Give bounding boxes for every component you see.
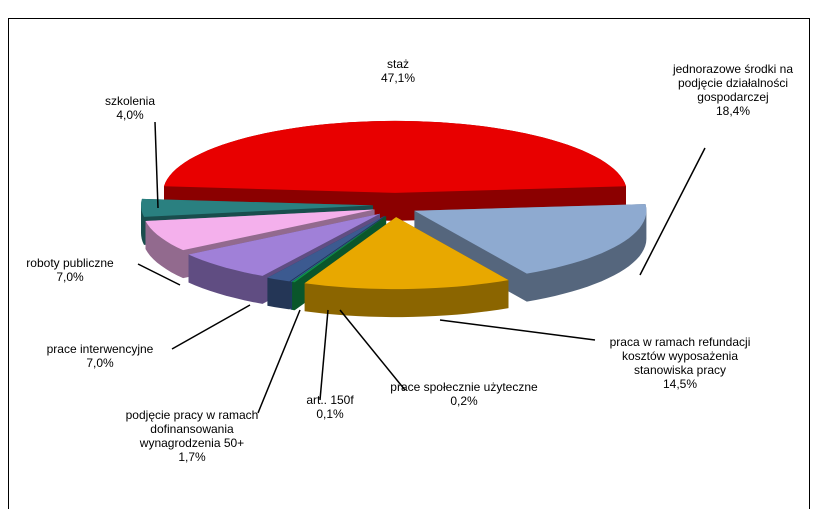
- category-label: jednorazowe środki na podjęcie działalno…: [672, 62, 794, 104]
- data-label: roboty publiczne 7,0%: [5, 256, 135, 284]
- data-label: jednorazowe środki na podjęcie działalno…: [658, 62, 808, 118]
- value-label: 7,0%: [56, 270, 84, 284]
- category-label: prace interwencyjne: [46, 342, 154, 356]
- category-label: prace społecznie użyteczne: [390, 380, 538, 394]
- category-label: art.. 150f: [306, 393, 354, 407]
- value-label: 7,0%: [86, 356, 114, 370]
- pie-slice: [164, 120, 626, 221]
- leader-line: [339, 309, 406, 391]
- leader-line: [171, 304, 251, 350]
- pie-slice: [414, 204, 647, 302]
- data-label: staż 47,1%: [358, 57, 438, 85]
- category-label: szkolenia: [104, 94, 156, 108]
- value-label: 47,1%: [380, 71, 416, 85]
- value-label: 14,5%: [662, 377, 698, 391]
- data-label: prace interwencyjne 7,0%: [15, 342, 185, 370]
- leader-line: [319, 309, 329, 401]
- slice-top: [290, 216, 386, 282]
- slice-top: [414, 204, 647, 274]
- slice-top: [164, 120, 626, 193]
- category-label: praca w ramach refundacji kosztów wyposa…: [609, 335, 751, 377]
- data-label: podjęcie pracy w ramach dofinansowania w…: [122, 408, 262, 464]
- category-label: roboty publiczne: [26, 256, 114, 270]
- slice-top: [267, 215, 385, 282]
- value-label: 4,0%: [116, 108, 144, 122]
- category-label: staż: [386, 57, 409, 71]
- data-label: szkolenia 4,0%: [85, 94, 175, 122]
- data-label: praca w ramach refundacji kosztów wyposa…: [595, 335, 765, 391]
- leader-line: [439, 319, 596, 341]
- slice-top: [141, 198, 373, 217]
- leader-line: [257, 309, 301, 414]
- value-label: 0,2%: [450, 394, 478, 408]
- pie-slice: [304, 217, 509, 318]
- frame: [8, 18, 810, 509]
- slice-top: [188, 213, 380, 276]
- data-label: art.. 150f 0,1%: [300, 393, 360, 421]
- leader-line: [154, 121, 159, 209]
- data-label: prace społecznie użyteczne 0,2%: [389, 380, 539, 408]
- category-label: podjęcie pracy w ramach dofinansowania w…: [125, 408, 259, 450]
- leader-line: [137, 263, 181, 286]
- value-label: 1,7%: [178, 450, 206, 464]
- value-label: 18,4%: [715, 104, 751, 118]
- value-label: 0,1%: [316, 407, 344, 421]
- slice-top: [304, 217, 509, 290]
- leader-line: [639, 147, 706, 276]
- slice-top: [292, 216, 387, 283]
- slice-top: [145, 209, 375, 251]
- pie-slice: [188, 213, 380, 304]
